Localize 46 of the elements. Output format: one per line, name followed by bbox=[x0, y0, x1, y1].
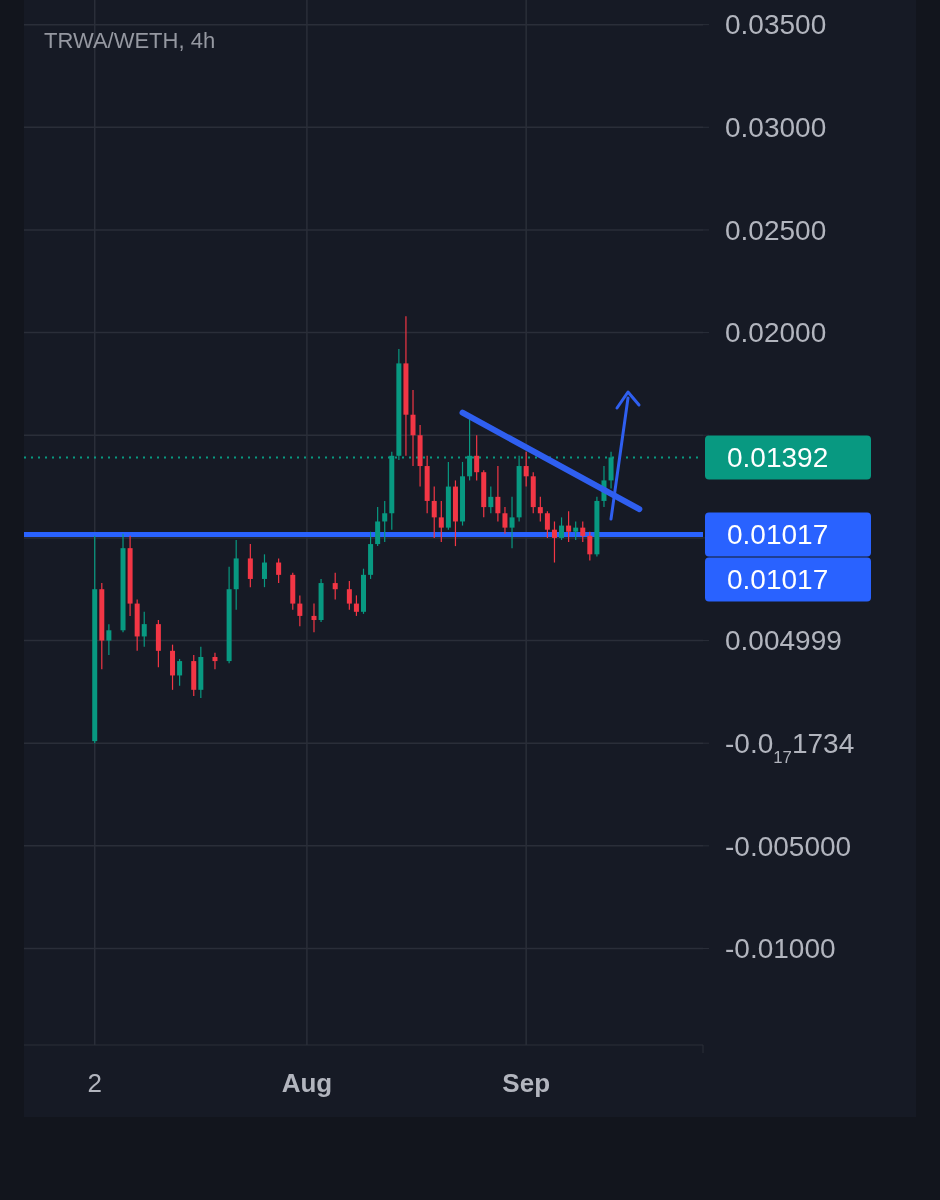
text: TRWA/WETH, 4h bbox=[44, 27, 216, 53]
candlestick bbox=[177, 658, 183, 687]
ref-line-label: 0.01392 bbox=[727, 442, 829, 474]
candlestick bbox=[212, 652, 218, 670]
candlestick bbox=[580, 520, 586, 543]
candlestick bbox=[410, 389, 416, 467]
candlestick bbox=[332, 572, 338, 601]
candlestick bbox=[141, 611, 147, 648]
candlestick bbox=[559, 516, 565, 541]
candlestick bbox=[573, 520, 579, 541]
candlestick bbox=[544, 510, 550, 539]
candlestick bbox=[375, 506, 381, 547]
ref-line-label: 0.01017 bbox=[727, 519, 829, 551]
y-tick-label: 0.02500 bbox=[725, 214, 827, 246]
candlestick bbox=[297, 594, 303, 627]
candlestick bbox=[495, 465, 501, 523]
text: 0.01017 bbox=[727, 564, 829, 596]
candlestick bbox=[247, 543, 253, 588]
candlestick bbox=[431, 485, 437, 539]
x-tick-label: Sep bbox=[502, 1068, 551, 1099]
y-tick-label: 0.03500 bbox=[725, 9, 827, 41]
y-tick-label: 0.03000 bbox=[725, 112, 827, 144]
x-tick-label: 2 bbox=[87, 1068, 102, 1099]
candlestick bbox=[474, 434, 480, 482]
candlestick bbox=[346, 580, 352, 611]
candlestick bbox=[551, 520, 557, 564]
y-tick-label: -0.005000 bbox=[725, 830, 852, 862]
candlestick bbox=[509, 496, 515, 549]
y-tick-label: -0.01000 bbox=[725, 933, 836, 965]
candlestick bbox=[261, 553, 267, 588]
candlestick bbox=[276, 557, 282, 584]
x-tick-label: Aug bbox=[281, 1068, 333, 1099]
candlestick bbox=[502, 506, 508, 535]
candlestick bbox=[523, 451, 529, 488]
candlestick bbox=[438, 500, 444, 543]
candlestick bbox=[488, 485, 494, 514]
candlestick bbox=[537, 496, 543, 523]
candlestick bbox=[106, 623, 112, 656]
candlestick bbox=[587, 531, 593, 562]
candlestick bbox=[566, 510, 572, 543]
y-tick-label: 0.004999 bbox=[725, 625, 842, 657]
y-tick-label: 0.02000 bbox=[725, 317, 827, 349]
candlestick bbox=[353, 594, 359, 617]
candlestick bbox=[382, 500, 388, 543]
y-tick-label: -0.0$_{17}$1734 bbox=[725, 728, 855, 767]
candlestick bbox=[311, 603, 317, 633]
